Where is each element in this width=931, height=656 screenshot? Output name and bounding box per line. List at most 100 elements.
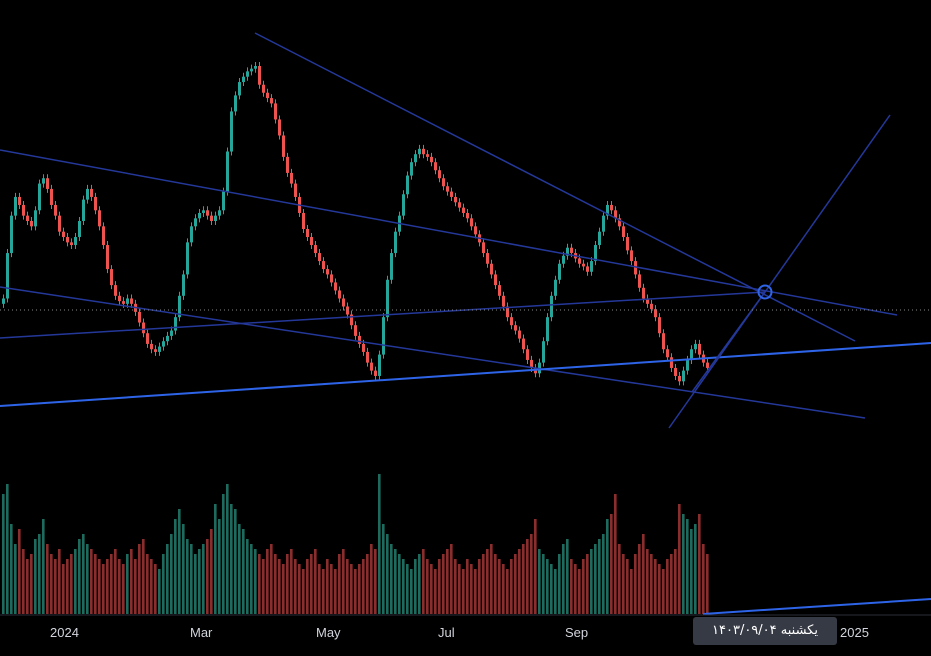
candle-body (458, 202, 461, 208)
candle-body (302, 212, 305, 230)
crosshair-date-label: یکشنبه ۱۴۰۳/۰۹/۰۴ (693, 617, 837, 645)
candle-body (30, 220, 33, 227)
trendline-mid-ascending[interactable] (0, 291, 766, 339)
candle-body (246, 71, 249, 77)
trendline-steep-ascending[interactable] (668, 114, 891, 429)
candle-body (390, 253, 393, 280)
volume-bar (654, 559, 657, 614)
volume-bar (174, 519, 177, 614)
candle-body (606, 204, 609, 216)
candle-body (218, 210, 221, 216)
candle-body (270, 98, 273, 104)
time-axis-label-sep: Sep (565, 625, 588, 640)
volume-bar (466, 559, 469, 614)
volume-bar (190, 544, 193, 614)
candle-body (318, 253, 321, 262)
volume-bar (222, 494, 225, 614)
candle-body (98, 210, 101, 227)
trendline-support-ascending[interactable] (0, 342, 931, 407)
volume-bar (110, 554, 113, 614)
candle-body (110, 269, 113, 286)
volume-bar (202, 544, 205, 614)
volume-bar (574, 564, 577, 614)
candle-body (554, 279, 557, 296)
candle-body (78, 220, 81, 238)
volume-bar (18, 529, 21, 614)
volume-bar (526, 539, 529, 614)
candle-body (102, 226, 105, 246)
candle-body (262, 84, 265, 93)
candle-body (438, 170, 441, 179)
trendline-short-base[interactable] (691, 291, 766, 393)
volume-bar (630, 569, 633, 614)
candle-body (226, 151, 229, 192)
candle-body (46, 178, 49, 189)
volume-bar (418, 554, 421, 614)
candle-body (10, 215, 13, 254)
candle-body (130, 298, 133, 304)
candle-body (682, 370, 685, 382)
candle-body (66, 237, 69, 243)
volume-bar (530, 534, 533, 614)
candle-body (34, 210, 37, 227)
volume-bar (62, 564, 65, 614)
candle-body (54, 204, 57, 216)
volume-bar (622, 554, 625, 614)
volume-bar (250, 544, 253, 614)
volume-bar (310, 554, 313, 614)
volume-bar (370, 544, 373, 614)
candle-body (266, 92, 269, 99)
candle-body (650, 303, 653, 310)
trendline-volume-area[interactable] (702, 598, 931, 615)
candle-body (90, 188, 93, 197)
candle-body (686, 359, 689, 371)
volume-bar (6, 484, 9, 614)
candle-body (450, 191, 453, 197)
candle-body (290, 172, 293, 184)
candle-body (14, 196, 17, 216)
volume-bar (86, 544, 89, 614)
candle-body (514, 325, 517, 331)
volume-bar (386, 534, 389, 614)
candle-body (26, 215, 29, 221)
candle-body (294, 183, 297, 197)
candle-body (138, 311, 141, 323)
candle-body (94, 196, 97, 211)
candle-body (122, 301, 125, 304)
candle-body (178, 295, 181, 318)
volume-bar (206, 539, 209, 614)
trendline-upper-channel[interactable] (0, 149, 898, 316)
candle-body (310, 237, 313, 246)
candle-body (202, 210, 205, 213)
candle-body (414, 154, 417, 163)
volume-bar (562, 544, 565, 614)
volume-bar (278, 559, 281, 614)
candle-body (402, 194, 405, 216)
volume-bar (538, 549, 541, 614)
trendline-descending-top[interactable] (254, 32, 856, 342)
candle-body (618, 218, 621, 227)
candle-body (454, 196, 457, 203)
candle-body (370, 362, 373, 371)
candle-body (158, 346, 161, 352)
convergence-point-marker[interactable] (757, 284, 773, 300)
candle-body (662, 333, 665, 350)
time-axis-label-jul: Jul (438, 625, 455, 640)
volume-bar (410, 569, 413, 614)
candle-body (382, 317, 385, 355)
candle-body (146, 333, 149, 344)
trendline-lower-channel[interactable] (0, 286, 866, 419)
volume-bar (666, 559, 669, 614)
volume-bar (262, 559, 265, 614)
volume-bar (66, 559, 69, 614)
volume-bar (490, 544, 493, 614)
volume-bar (634, 554, 637, 614)
candle-body (234, 95, 237, 112)
volume-bar (674, 549, 677, 614)
volume-bar (438, 559, 441, 614)
trendlines[interactable] (0, 32, 931, 615)
volume-bar (38, 534, 41, 614)
candle-body (678, 375, 681, 382)
candle-body (206, 210, 209, 216)
